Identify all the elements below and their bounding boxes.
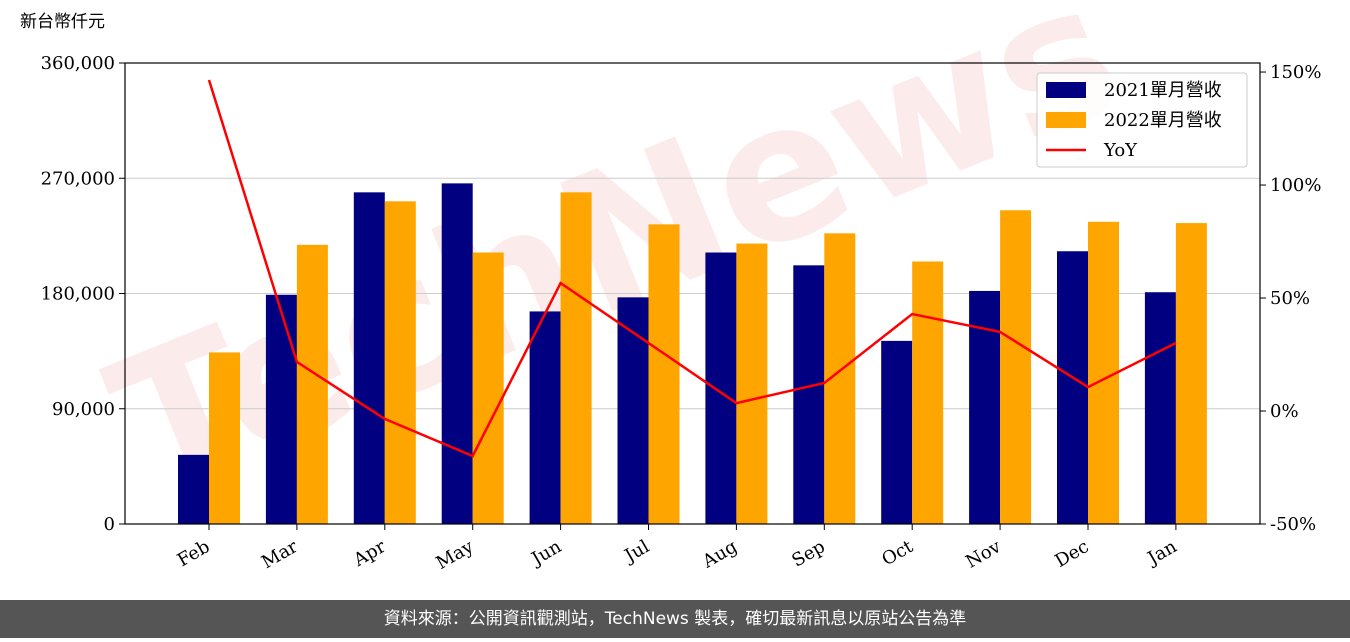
x-tick-label: Mar (258, 536, 302, 573)
bar (1175, 223, 1207, 524)
y-tick-label: 360,000 (41, 53, 115, 74)
x-tick-label: Apr (349, 536, 389, 571)
bar (178, 454, 209, 524)
x-tick-label: Nov (962, 536, 1005, 573)
legend-label: 2022單月營收 (1104, 110, 1222, 131)
bar (265, 294, 297, 524)
bar (736, 243, 768, 524)
y-tick-label: 180,000 (41, 284, 115, 305)
footer-band (0, 600, 1350, 638)
y2-tick-label: 100% (1270, 175, 1321, 196)
bar (441, 183, 473, 524)
bar (648, 224, 680, 524)
y2-tick-label: -50% (1270, 514, 1316, 535)
legend-label: 2021單月營收 (1104, 80, 1222, 101)
y-tick-label: 0 (104, 514, 115, 535)
bar (529, 311, 561, 524)
bar (793, 265, 825, 524)
x-tick-label: Jul (619, 536, 653, 568)
legend-box (1036, 72, 1248, 168)
x-tick-label: Sep (788, 536, 828, 571)
x-tick-label: Oct (878, 536, 917, 571)
x-tick-label: Feb (174, 536, 214, 571)
y-tick-label: 270,000 (41, 168, 115, 189)
bar (209, 352, 240, 524)
x-tick-label: Jan (1143, 536, 1181, 570)
bar (705, 252, 737, 524)
footer: 資料來源：公開資訊觀測站，TechNews 製表，確切最新訊息以原站公告為準 (384, 609, 966, 629)
bar (353, 192, 385, 524)
bar (881, 340, 913, 524)
plot-frame (124, 62, 1261, 525)
bar (560, 192, 592, 524)
y2-tick-label: 150% (1270, 62, 1321, 83)
bar (617, 297, 649, 524)
line (207, 79, 1177, 458)
x-tick-label: Aug (698, 536, 741, 573)
legend-swatch (1046, 112, 1086, 128)
legend-swatch (1046, 82, 1086, 98)
x-tick-label: Dec (1052, 536, 1093, 572)
bar (472, 252, 504, 524)
bar (1000, 210, 1032, 524)
x-tick-label: Jun (527, 536, 566, 571)
y-tick-label: 90,000 (52, 399, 115, 420)
y-axis-title: 新台幣仟元 (20, 12, 105, 32)
legend-label: YoY (1103, 140, 1138, 161)
bar (296, 244, 328, 525)
bar (912, 261, 944, 524)
bar (1057, 251, 1088, 524)
bar (1144, 292, 1176, 524)
y2-tick-label: 0% (1270, 401, 1299, 422)
bar (384, 201, 416, 525)
x-tick-label: May (433, 536, 478, 574)
y2-tick-label: 50% (1270, 288, 1310, 309)
